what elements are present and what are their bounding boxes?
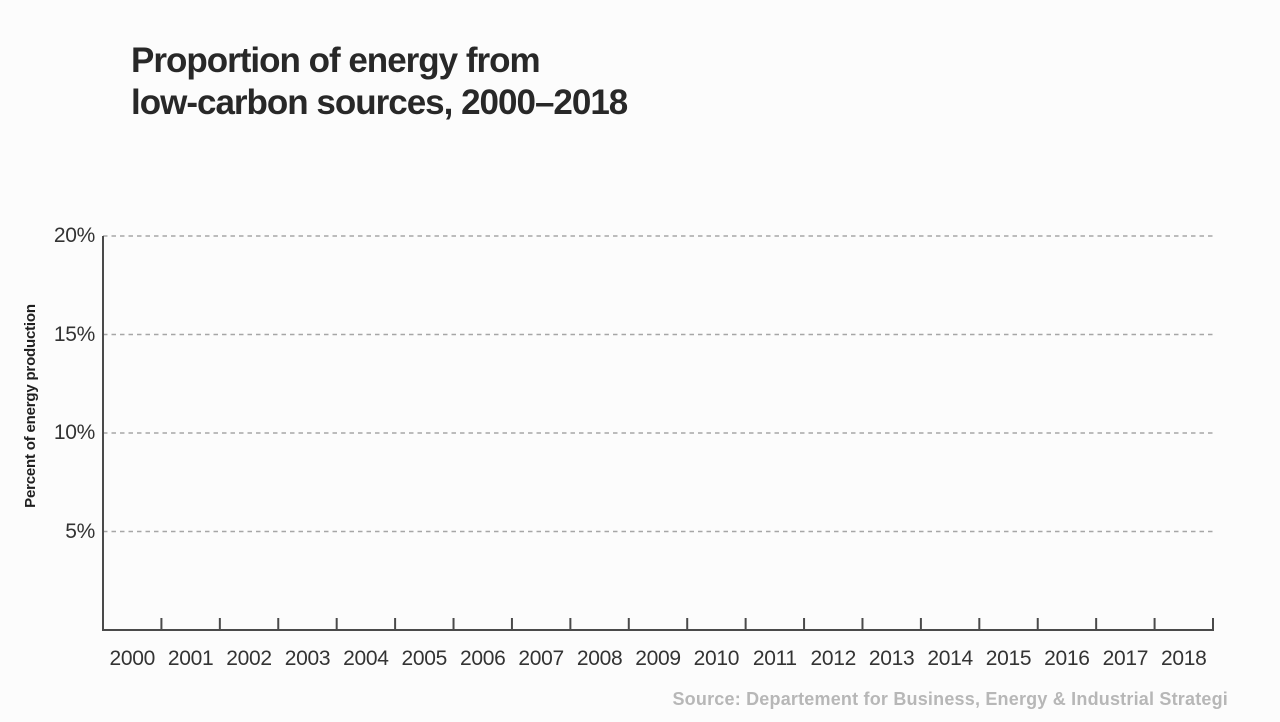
x-tick-label: 2014 [927,647,973,670]
x-tick-label: 2008 [576,647,623,670]
chart-title: Proportion of energy from low-carbon sou… [131,40,628,124]
x-tick-label: 2010 [693,647,740,670]
x-tick-label: 2001 [167,647,214,670]
x-tick-label: 2002 [226,647,272,670]
x-tick-label: 2007 [518,647,564,670]
x-tick-label: 2012 [810,647,857,670]
chart-title-line-1: Proportion of energy from [131,41,541,80]
source-note: Source: Departement for Business, Energy… [672,689,1228,709]
x-tick-label: 2005 [401,647,448,670]
x-tick-label: 2016 [1044,647,1090,670]
x-tick-label: 2013 [868,647,915,670]
x-tick-label: 2009 [635,647,681,670]
x-tick-label: 2006 [459,647,506,670]
chart-title-line-2: low-carbon sources, 2000–2018 [131,83,628,122]
x-tick-label: 2017 [1102,647,1149,670]
x-tick-label: 2011 [752,647,797,670]
x-tick-label: 2015 [985,647,1032,670]
x-tick-label: 2018 [1161,647,1207,670]
y-tick-label: 10% [53,421,95,444]
y-tick-label: 15% [53,322,95,346]
x-tick-label: 2004 [343,647,389,670]
x-tick-label: 2003 [284,647,331,670]
x-tick-label: 2000 [109,647,155,670]
y-tick-label: 20% [53,224,95,247]
y-tick-label: 5% [65,519,95,543]
